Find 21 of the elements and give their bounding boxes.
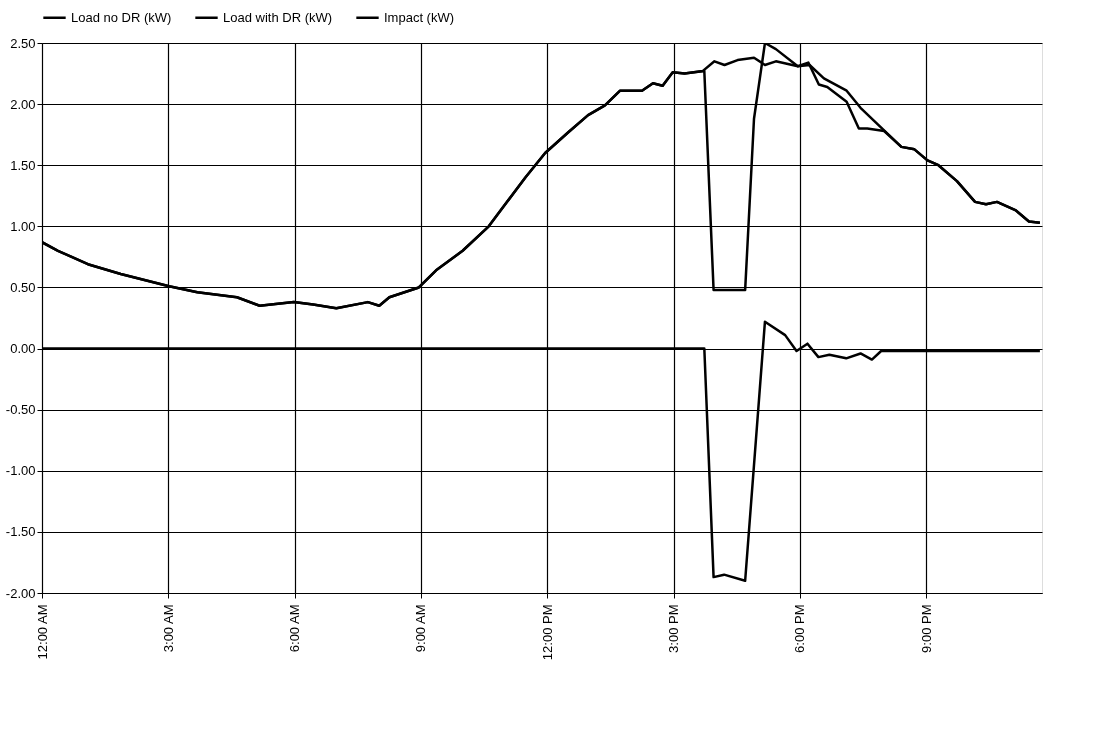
legend-label: Impact (kW) [384, 9, 455, 25]
y-tick-label: 2.50 [10, 35, 36, 51]
y-tick-label: 1.00 [10, 218, 36, 234]
y-tick-label: 2.00 [10, 96, 36, 112]
x-tick-label: 3:00 PM [666, 604, 682, 653]
x-tick-label: 6:00 AM [287, 604, 303, 653]
x-tick-label: 6:00 PM [792, 604, 808, 653]
y-tick-label: 1.50 [10, 157, 36, 173]
y-tick-label: -0.50 [5, 402, 36, 418]
x-tick-label: 3:00 AM [160, 604, 176, 653]
x-tick-label: 12:00 AM [34, 604, 50, 660]
legend-label: Load with DR (kW) [223, 9, 333, 25]
legend-label: Load no DR (kW) [71, 9, 172, 25]
x-tick-label: 9:00 PM [918, 604, 934, 653]
y-tick-label: -2.00 [5, 585, 36, 601]
x-tick-label: 9:00 AM [413, 604, 429, 653]
y-tick-label: -1.00 [5, 463, 36, 479]
y-tick-label: 0.50 [10, 279, 36, 295]
y-tick-label: 0.00 [10, 341, 36, 357]
x-tick-label: 12:00 PM [539, 604, 555, 661]
y-tick-label: -1.50 [5, 524, 36, 540]
